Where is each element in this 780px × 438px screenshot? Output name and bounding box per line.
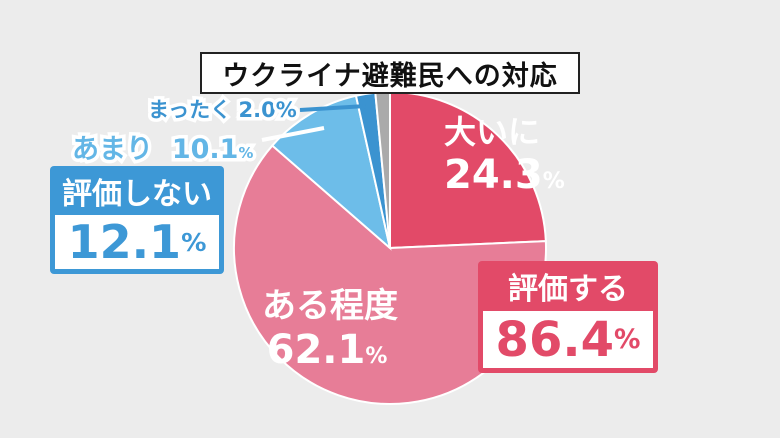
summary-box-hyouka-shinai: 評価しない 12.1%	[50, 166, 224, 274]
label-aruteido-value-line: 62.1%	[262, 327, 392, 380]
summary-hyouka-shinai-unit: %	[181, 227, 207, 257]
summary-hyouka-suru-value-wrap: 86.4%	[483, 311, 653, 368]
summary-box-hyouka-suru: 評価する 86.4%	[478, 261, 658, 373]
label-mattaku-unit: %	[272, 95, 300, 126]
label-aruteido: ある程度 62.1%	[262, 285, 398, 380]
label-mattaku-value: 2.0	[235, 95, 279, 126]
label-mattaku-name: まったく	[144, 95, 234, 126]
label-amari-name: あまり	[69, 131, 157, 169]
label-ookini-value: 24.3	[444, 152, 543, 198]
label-amari-unit: %	[235, 141, 257, 166]
label-aruteido-unit: %	[365, 344, 388, 369]
label-ookini-value-line: 24.3%	[444, 152, 574, 205]
leader-line-amari	[261, 126, 325, 142]
label-ookini-unit: %	[542, 169, 565, 194]
label-amari: あまり 10.1%	[69, 127, 257, 169]
summary-hyouka-suru-value: 86.4	[495, 311, 614, 368]
summary-hyouka-suru-unit: %	[613, 324, 641, 355]
label-mattaku: まったく 2.0%	[144, 94, 300, 126]
label-aruteido-value: 62.1	[266, 327, 366, 373]
summary-hyouka-suru-label: 評価する	[508, 272, 628, 307]
slice-ookini	[389, 90, 547, 250]
chart-title: ウクライナ避難民への対応	[200, 52, 580, 94]
label-amari-value: 10.1	[168, 131, 242, 169]
leader-line-mattaku	[299, 104, 367, 112]
label-ookini: 大いに 24.3%	[444, 112, 574, 205]
label-ookini-name: 大いに	[444, 113, 541, 151]
summary-hyouka-shinai-value: 12.1	[67, 215, 182, 269]
label-aruteido-name: ある程度	[262, 286, 398, 326]
summary-hyouka-shinai-label: 評価しない	[62, 176, 212, 212]
summary-hyouka-shinai-value-wrap: 12.1%	[55, 215, 219, 269]
